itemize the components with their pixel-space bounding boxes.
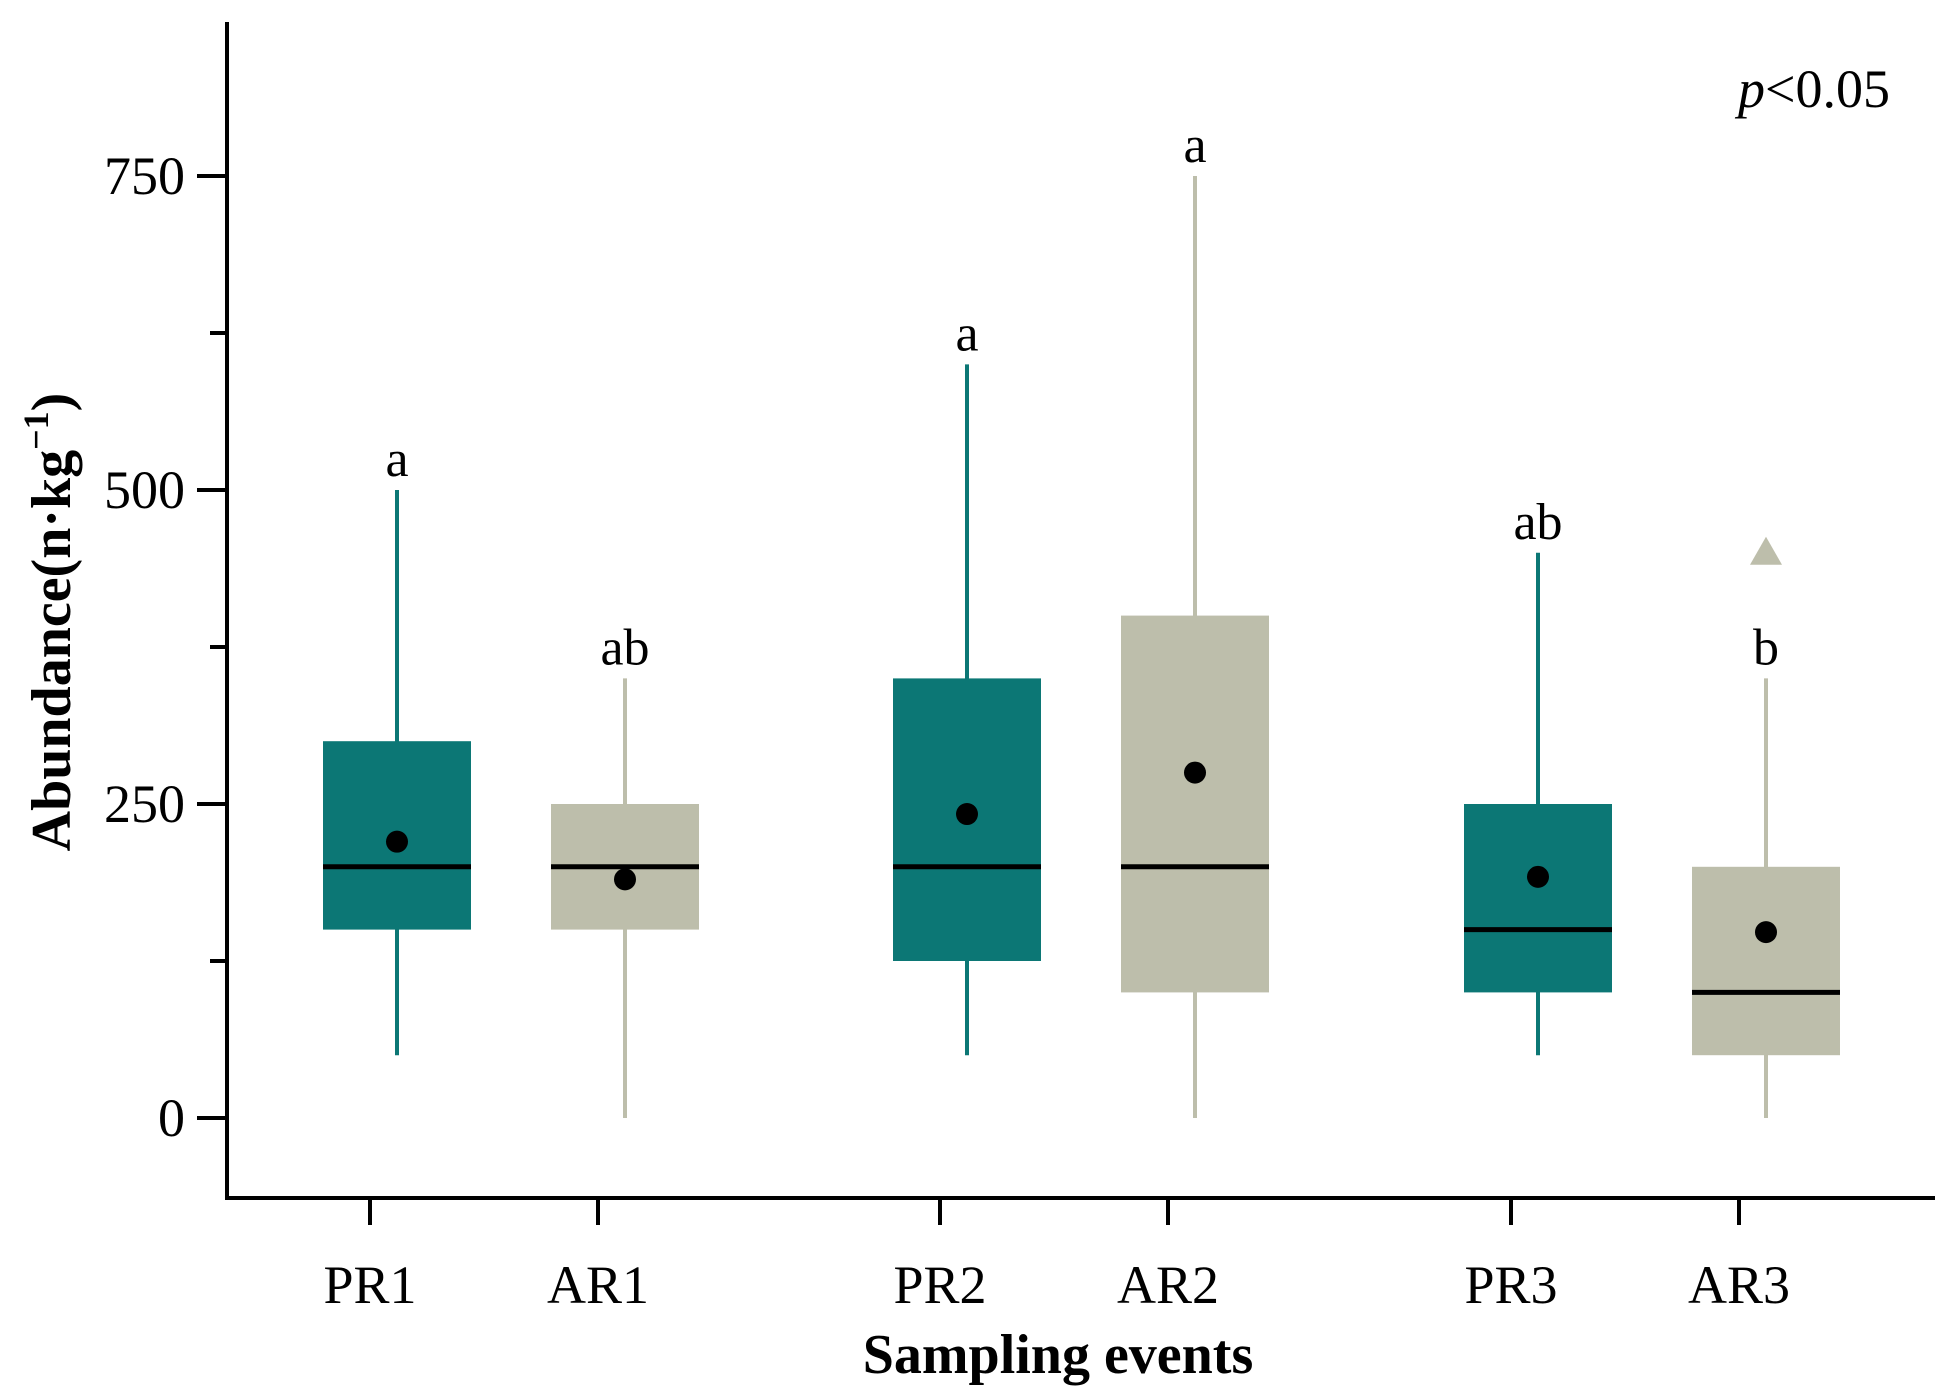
p-value-annotation: p<0.05	[1734, 59, 1890, 119]
significance-letter: a	[955, 305, 978, 362]
boxes: a ab a a ab b	[323, 117, 1840, 1118]
box-ar3: b	[1692, 536, 1840, 1118]
significance-letter: a	[385, 431, 408, 488]
x-ticks: PR1 AR1 PR2 AR2 PR3 AR3	[323, 1198, 1790, 1315]
box-pr3: ab	[1464, 494, 1612, 1056]
y-tick-label: 0	[158, 1088, 185, 1148]
box-ar1: ab	[551, 619, 699, 1118]
x-tick-label: AR2	[1117, 1255, 1219, 1315]
box-iqr	[1692, 866, 1840, 1056]
p-value-text: <0.05	[1765, 59, 1890, 119]
mean-point	[614, 868, 636, 891]
y-axis-title-close: )	[21, 393, 83, 412]
x-axis-title: Sampling events	[863, 1324, 1254, 1386]
x-tick-label: PR2	[893, 1255, 986, 1315]
axes	[225, 22, 1935, 1200]
significance-letter: a	[1183, 117, 1206, 174]
y-ticks: 0 250 500 750	[104, 146, 227, 1148]
mean-point	[1755, 921, 1777, 944]
significance-letter: ab	[1513, 494, 1562, 551]
box-ar2: a	[1121, 117, 1269, 1118]
box-iqr	[1121, 615, 1269, 993]
mean-point	[1527, 865, 1549, 888]
mean-point	[956, 803, 978, 826]
y-axis-title: Abundance(n·kg−1)	[16, 393, 83, 852]
x-tick-label: PR3	[1464, 1255, 1557, 1315]
y-tick-label: 750	[104, 146, 185, 206]
y-tick-label: 250	[104, 774, 185, 834]
y-axis-title-superscript: −1	[16, 411, 56, 450]
y-axis-title-main: Abundance(n·kg	[21, 450, 83, 852]
mean-point	[386, 830, 408, 853]
box-pr1: a	[323, 431, 471, 1056]
box-pr2: a	[893, 305, 1041, 1056]
p-value-symbol: p	[1734, 59, 1765, 119]
box-iqr	[1464, 804, 1612, 993]
x-tick-label: AR3	[1688, 1255, 1790, 1315]
outlier-marker	[1750, 536, 1782, 565]
y-tick-label: 500	[104, 460, 185, 520]
x-tick-label: AR1	[547, 1255, 649, 1315]
significance-letter: b	[1753, 619, 1779, 676]
mean-point	[1184, 761, 1206, 784]
significance-letter: ab	[600, 619, 649, 676]
x-tick-label: PR1	[323, 1255, 416, 1315]
